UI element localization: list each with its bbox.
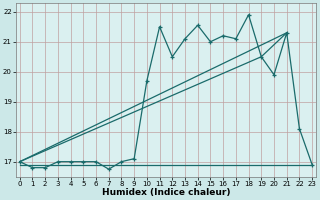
X-axis label: Humidex (Indice chaleur): Humidex (Indice chaleur): [102, 188, 230, 197]
